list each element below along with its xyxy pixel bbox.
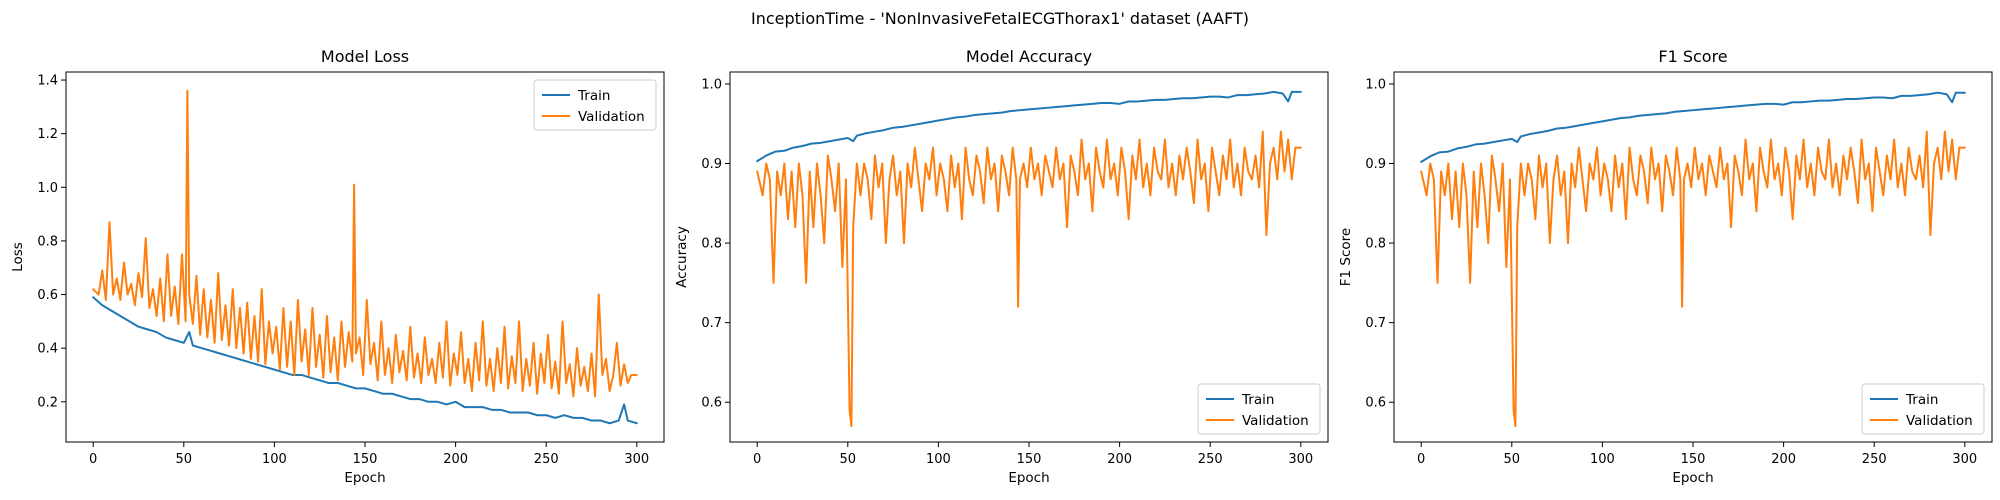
x-tick-label: 50 (840, 452, 857, 467)
chart-f1: F1 Score 0 50 100 150 200 250 300 0.6 0.7 0.8 0.9 1.… (1338, 47, 1993, 486)
y-tick-label: 0.2 (37, 395, 58, 410)
x-tick-label: 250 (1198, 452, 1223, 467)
figure-suptitle: InceptionTime - 'NonInvasiveFetalECGThor… (751, 9, 1249, 28)
y-tick-label: 0.4 (37, 342, 58, 357)
x-tick-label: 300 (1952, 452, 1977, 467)
y-tick-label: 0.9 (1365, 157, 1386, 172)
x-tick-label: 300 (624, 452, 649, 467)
legend-label-train: Train (1905, 392, 1938, 408)
series-line-train (92, 296, 638, 425)
x-tick-label: 50 (176, 452, 193, 467)
series-group (1420, 91, 1966, 428)
chart-accuracy: Model Accuracy 0 50 100 150 200 250 300 0.6 0.7 0.… (674, 47, 1329, 486)
x-tick-label: 200 (1107, 452, 1132, 467)
legend-label-validation: Validation (1906, 413, 1973, 429)
x-tick-label: 100 (926, 452, 951, 467)
series-line-validation (92, 89, 638, 398)
chart-title: Model Loss (321, 47, 409, 66)
x-tick-label: 100 (1590, 452, 1615, 467)
legend-box (533, 79, 657, 131)
legend: Train Validation (533, 79, 657, 131)
x-tick-label: 250 (1862, 452, 1887, 467)
x-tick-label: 0 (89, 452, 97, 467)
chart-title: Model Accuracy (966, 47, 1092, 66)
x-tick-label: 50 (1504, 452, 1521, 467)
series-line-validation (756, 130, 1302, 428)
y-tick-label: 1.0 (701, 77, 722, 92)
y-tick-label: 0.7 (1365, 316, 1386, 331)
y-axis-label: F1 Score (1338, 228, 1354, 286)
series-line-validation (1420, 130, 1966, 428)
y-tick-label: 0.8 (37, 234, 58, 249)
y-tick-label: 0.6 (701, 396, 722, 411)
x-tick-label: 100 (262, 452, 287, 467)
y-tick-label: 1.0 (37, 181, 58, 196)
legend-box (1861, 383, 1985, 435)
x-tick-label: 150 (353, 452, 378, 467)
x-tick-label: 250 (534, 452, 559, 467)
x-axis-label: Epoch (344, 470, 385, 486)
x-axis-label: Epoch (1008, 470, 1049, 486)
legend-label-train: Train (1241, 392, 1274, 408)
x-tick-label: 0 (753, 452, 761, 467)
legend: Train Validation (1861, 383, 1985, 435)
chart-loss: Model Loss 0 50 100 150 200 250 300 0.2 0.4 0.6 0.8… (10, 47, 665, 486)
legend-label-validation: Validation (578, 109, 645, 125)
y-axis-label: Loss (10, 242, 26, 272)
y-axis-label: Accuracy (674, 226, 690, 288)
series-group (756, 90, 1302, 428)
y-tick-label: 1.2 (37, 127, 58, 142)
x-axis-label: Epoch (1672, 470, 1713, 486)
x-tick-label: 150 (1681, 452, 1706, 467)
legend: Train Validation (1197, 383, 1321, 435)
y-tick-label: 0.6 (1365, 396, 1386, 411)
series-line-train (1420, 91, 1966, 163)
charts-layer: Model Loss 0 50 100 150 200 250 300 0.2 0.4 0.6 0.8… (10, 47, 1993, 486)
x-tick-label: 150 (1017, 452, 1042, 467)
y-tick-label: 0.6 (37, 288, 58, 303)
x-tick-label: 0 (1417, 452, 1425, 467)
legend-label-validation: Validation (1242, 413, 1309, 429)
y-tick-label: 0.8 (1365, 237, 1386, 252)
y-tick-label: 0.8 (701, 237, 722, 252)
series-group (92, 89, 638, 425)
legend-label-train: Train (577, 88, 610, 104)
y-tick-label: 0.7 (701, 316, 722, 331)
chart-title: F1 Score (1658, 47, 1727, 66)
y-tick-label: 1.0 (1365, 77, 1386, 92)
y-tick-label: 1.4 (37, 74, 58, 89)
series-line-train (756, 90, 1302, 163)
x-tick-label: 300 (1288, 452, 1313, 467)
x-tick-label: 200 (1771, 452, 1796, 467)
y-tick-label: 0.9 (701, 157, 722, 172)
legend-box (1197, 383, 1321, 435)
x-tick-label: 200 (443, 452, 468, 467)
